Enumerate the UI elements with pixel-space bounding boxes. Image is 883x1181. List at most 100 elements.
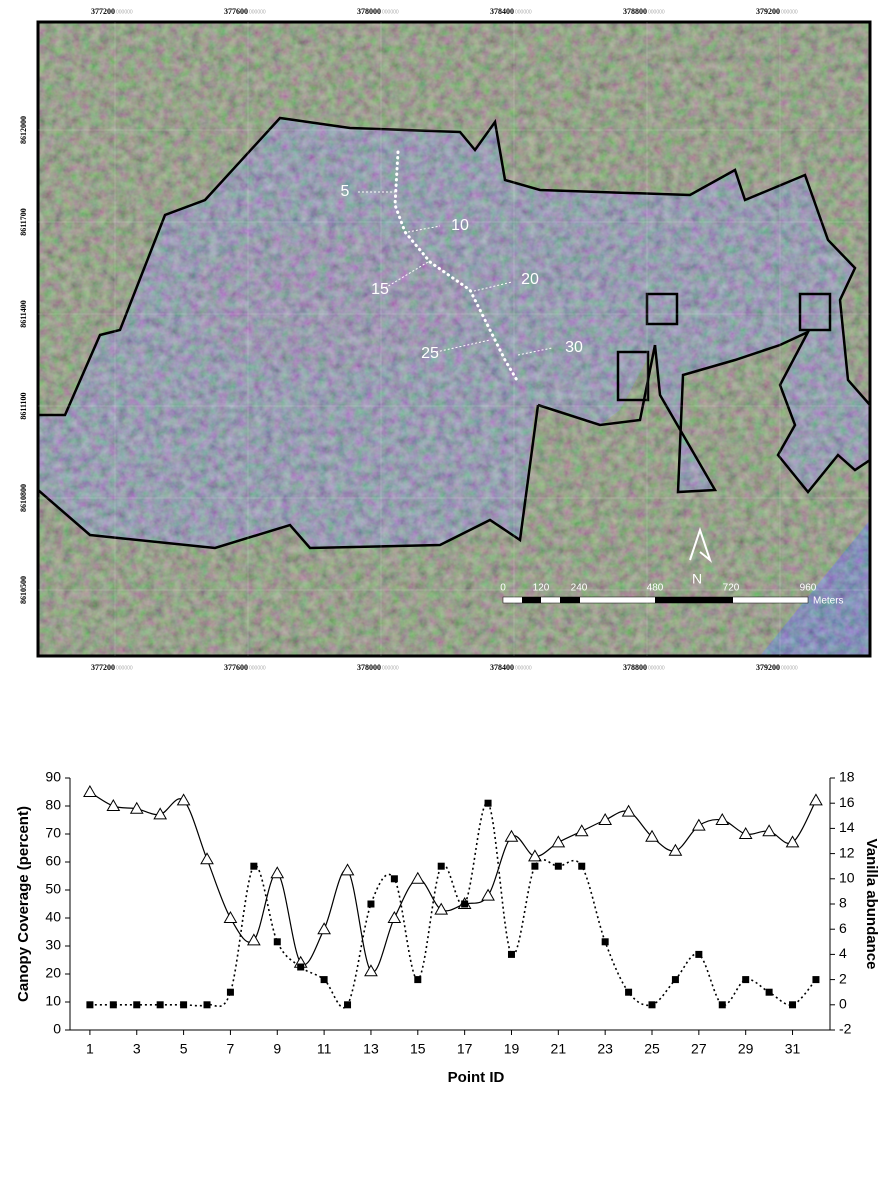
north-label: N (692, 571, 702, 587)
map-image (38, 22, 870, 656)
map-x-label: 377600 (224, 7, 248, 16)
map-coord-suffix: 000000 (648, 665, 665, 671)
x-tick-label: 7 (227, 1041, 235, 1057)
x-tick-label: 11 (317, 1041, 332, 1057)
square-marker (718, 1001, 726, 1009)
y-tick-label: 90 (45, 769, 61, 785)
square-marker (507, 950, 515, 958)
y-tick-label: 30 (45, 937, 61, 953)
x-tick-label: 5 (180, 1041, 188, 1057)
square-marker (765, 988, 773, 996)
square-marker (695, 950, 703, 958)
square-marker (109, 1001, 117, 1009)
point-label: 15 (371, 281, 389, 298)
scale-label: 480 (647, 583, 664, 594)
map-coord-suffix: 000000 (249, 665, 266, 671)
point-label: 20 (521, 271, 539, 288)
triangle-marker (528, 849, 542, 862)
y2-tick-label: 18 (839, 769, 855, 785)
triangle-marker (504, 829, 519, 842)
map-x-label: 378400 (490, 7, 514, 16)
square-marker (484, 799, 492, 807)
x-tick-label: 15 (410, 1041, 426, 1057)
square-marker (601, 938, 609, 946)
y2-tick-label: 6 (839, 920, 847, 936)
map-coord-suffix: 000000 (382, 9, 399, 15)
square-marker (789, 1001, 797, 1009)
square-marker (367, 900, 375, 908)
map-x-label: 377200 (91, 663, 115, 672)
y2-tick-label: 8 (839, 895, 847, 911)
triangle-marker (153, 807, 168, 820)
triangle-marker (738, 826, 753, 839)
x-tick-label: 25 (644, 1041, 660, 1057)
triangle-marker (598, 812, 613, 825)
scale-label: 240 (571, 583, 588, 594)
y-tick-label: 50 (45, 881, 61, 897)
x-tick-label: 31 (785, 1041, 801, 1057)
scale-label: 720 (723, 583, 740, 594)
triangle-marker (668, 843, 683, 856)
y-tick-label: 20 (45, 965, 61, 981)
square-marker (344, 1001, 352, 1009)
map-coord-suffix: 000000 (781, 665, 798, 671)
scale-unit: Meters (813, 596, 844, 607)
x-tick-label: 17 (457, 1041, 473, 1057)
y-tick-label: 40 (45, 909, 61, 925)
transect (393, 150, 520, 384)
map-x-label: 379200 (756, 663, 780, 672)
y-tick-label: 10 (45, 993, 61, 1009)
triangle-marker (364, 964, 378, 977)
map-coord-suffix: 000000 (781, 9, 798, 15)
square-marker (250, 862, 258, 870)
x-tick-label: 13 (363, 1041, 379, 1057)
y2-tick-label: 4 (839, 945, 847, 961)
map-coord-suffix: 000000 (515, 665, 532, 671)
map-x-label: 378000 (357, 7, 381, 16)
square-marker (742, 976, 750, 984)
point-label: 25 (421, 345, 439, 362)
triangle-marker (691, 818, 706, 831)
y2-tick-label: 0 (839, 996, 847, 1012)
triangle-marker (200, 852, 214, 865)
triangle-marker (621, 804, 636, 817)
triangle-marker (410, 871, 425, 884)
y2-tick-label: -2 (839, 1021, 852, 1037)
scale-label: 960 (800, 583, 817, 594)
x-tick-label: 27 (691, 1041, 707, 1057)
map-y-label: 8610500 (19, 576, 28, 604)
x-tick-label: 23 (597, 1041, 613, 1057)
triangle-marker (387, 910, 402, 923)
y2-axis-title: Vanilla abundance (863, 839, 880, 970)
triangle-marker (785, 835, 800, 848)
map-y-label: 8611100 (19, 392, 28, 419)
y-tick-label: 80 (45, 797, 61, 813)
triangle-marker (809, 793, 823, 806)
series-line (89, 802, 817, 1009)
y2-tick-label: 12 (839, 844, 855, 860)
map-coord-suffix: 000000 (116, 9, 133, 15)
square-marker (531, 862, 539, 870)
map-coord-suffix: 000000 (249, 9, 266, 15)
map-coord-suffix: 000000 (382, 665, 399, 671)
map-coord-suffix: 000000 (116, 665, 133, 671)
map-y-label: 8610800 (19, 484, 28, 512)
square-marker (226, 988, 234, 996)
triangle-marker (246, 933, 261, 946)
map-y-label: 8612000 (19, 116, 28, 144)
square-marker (320, 976, 328, 984)
triangle-marker (762, 824, 776, 837)
scale-bar (502, 596, 809, 604)
square-marker (437, 862, 445, 870)
square-marker (578, 862, 586, 870)
map-coord-suffix: 000000 (515, 9, 532, 15)
y2-tick-label: 2 (839, 970, 847, 986)
square-marker (180, 1001, 188, 1009)
point-label: 10 (451, 217, 469, 234)
map-coord-suffix: 000000 (648, 9, 665, 15)
square-marker (86, 1001, 94, 1009)
triangle-marker (645, 829, 659, 842)
map-x-label: 379200 (756, 7, 780, 16)
